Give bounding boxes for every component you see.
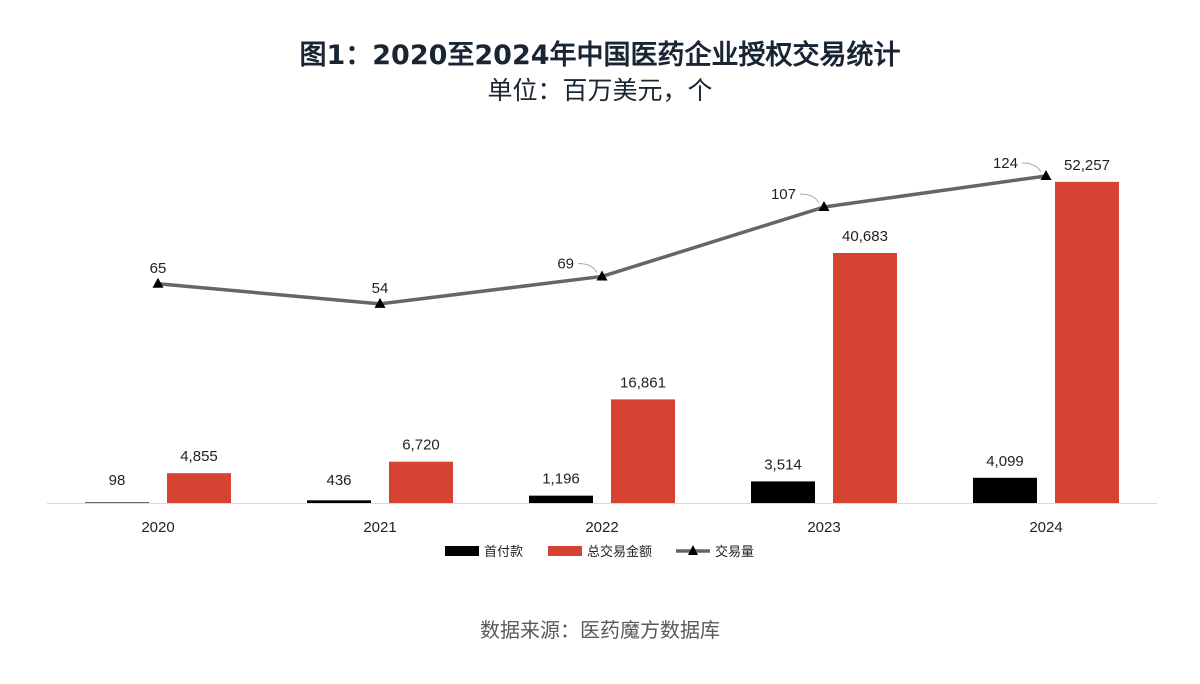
marker-deal-count-2021 (374, 297, 386, 308)
x-tick-label-2024: 2024 (1029, 519, 1062, 536)
data-source: 数据来源：医药魔方数据库 (480, 618, 720, 642)
data-label-upfront-2022: 1,196 (542, 471, 580, 488)
data-label-upfront-2024: 4,099 (986, 453, 1024, 470)
legend-label-upfront: 首付款 (484, 545, 523, 560)
bar-upfront-2022 (529, 495, 593, 503)
data-label-upfront-2023: 3,514 (764, 456, 802, 473)
marker-deal-count-2020 (152, 277, 164, 288)
leader-line-2023 (799, 193, 820, 204)
data-label-total-2021: 6,720 (402, 437, 440, 454)
leader-line-2024 (1021, 162, 1042, 173)
legend-label-total: 总交易金额 (587, 544, 652, 560)
data-label-total-2022: 16,861 (620, 374, 666, 391)
bar-upfront-2021 (307, 500, 371, 503)
bar-total-2020 (167, 473, 231, 503)
bar-total-2021 (389, 461, 453, 503)
marker-deal-count-2024 (1040, 169, 1052, 180)
chart-subtitle: 单位：百万美元，个 (487, 76, 713, 105)
marker-deal-count-2022 (596, 270, 608, 281)
x-tick-label-2022: 2022 (585, 519, 618, 536)
data-label-count-2023: 107 (771, 186, 796, 203)
x-tick-label-2021: 2021 (363, 519, 396, 536)
title-block: 图1：2020至2024年中国医药企业授权交易统计 单位：百万美元，个 (0, 38, 1200, 108)
bar-upfront-2024 (973, 477, 1037, 503)
data-label-upfront-2020: 98 (109, 472, 126, 489)
data-label-upfront-2021: 436 (326, 472, 351, 489)
legend-swatch-total (548, 546, 582, 556)
data-label-count-2020: 65 (150, 260, 167, 277)
bar-total-2024 (1055, 181, 1119, 503)
bar-total-2023 (833, 252, 897, 503)
bar-total-2022 (611, 399, 675, 503)
bar-upfront-2023 (751, 481, 815, 503)
bar-upfront-2020 (85, 502, 149, 503)
legend-label-count: 交易量 (715, 544, 754, 560)
data-label-total-2024: 52,257 (1064, 157, 1110, 174)
data-label-total-2020: 4,855 (180, 448, 218, 465)
data-label-count-2021: 54 (372, 280, 389, 297)
data-label-total-2023: 40,683 (842, 228, 888, 245)
line-deal-count (157, 174, 1047, 306)
chart-title: 图1：2020至2024年中国医药企业授权交易统计 (299, 40, 901, 71)
x-tick-label-2020: 2020 (141, 519, 174, 536)
legend-swatch-upfront (445, 546, 479, 556)
data-label-count-2024: 124 (993, 155, 1018, 172)
leader-line-2022 (577, 262, 598, 273)
x-tick-label-2023: 2023 (807, 519, 840, 536)
marker-deal-count-2023 (818, 201, 830, 212)
legend-marker-count (688, 545, 698, 555)
data-label-count-2022: 69 (557, 255, 574, 272)
